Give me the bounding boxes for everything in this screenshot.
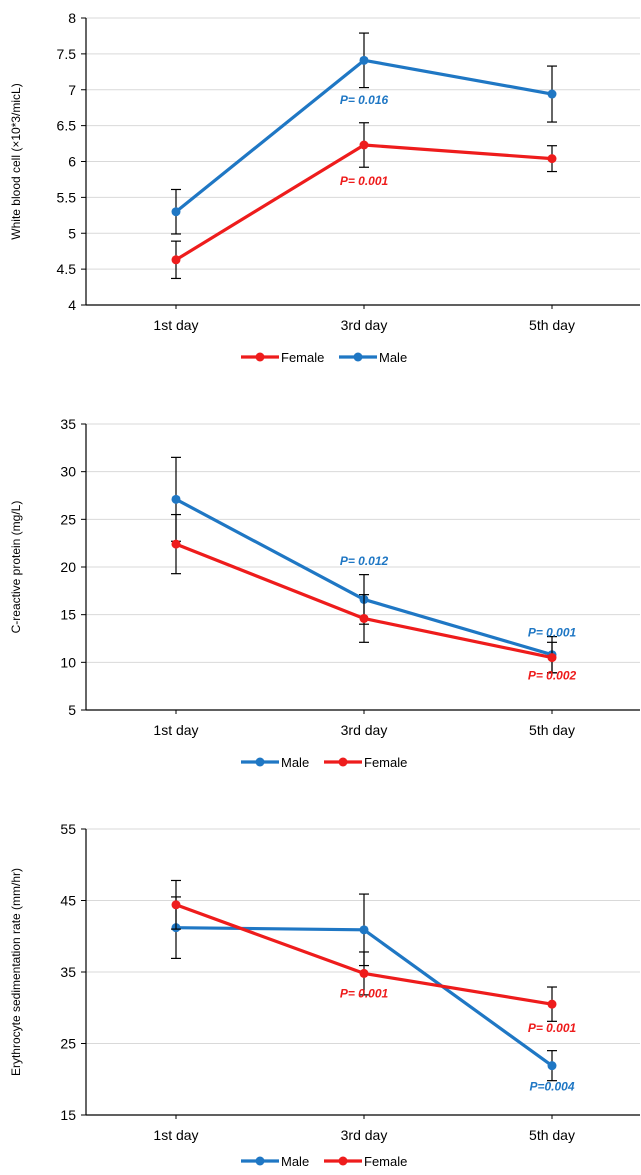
y-tick-label: 6.5: [57, 118, 77, 134]
legend-label: Male: [379, 350, 407, 365]
data-point: [359, 968, 369, 978]
series-female: [171, 513, 557, 674]
p-value-annotation: P= 0.012: [340, 554, 389, 568]
y-tick-label: 7: [68, 82, 76, 98]
data-point: [171, 900, 181, 910]
legend: Male Female: [241, 1154, 407, 1169]
y-axis-label: C-reactive protein (mg/L): [9, 501, 23, 634]
legend-label: Male: [281, 1154, 309, 1169]
series-female: [171, 879, 557, 1022]
x-tick-label: 3rd day: [341, 722, 388, 738]
x-tick-label: 1st day: [153, 1127, 198, 1143]
series-male: [171, 32, 557, 235]
y-tick-label: 8: [68, 10, 76, 26]
x-tick-label: 1st day: [153, 317, 198, 333]
chart-panel-2: 5 10 15 20 25 30 35 1st day 3rd day 5th day C-reac…: [9, 416, 640, 770]
y-axis-label: White blood cell (×10*3/micL): [9, 83, 23, 239]
chart-panel-1: 4 4.5 5 5.5 6 6.5 7 7.5 8 1st day 3rd day 5th day Wh…: [9, 10, 640, 365]
x-tick-label: 3rd day: [341, 1127, 388, 1143]
p-value-annotation: P= 0.001: [340, 987, 389, 1001]
legend: Male Female: [241, 755, 407, 770]
data-point: [171, 207, 181, 217]
legend-label: Female: [281, 350, 324, 365]
y-tick-label: 15: [60, 607, 76, 623]
data-point: [359, 55, 369, 65]
x-tick-label: 1st day: [153, 722, 198, 738]
p-value-annotation: P= 0.002: [528, 668, 577, 682]
x-tick-label: 5th day: [529, 1127, 575, 1143]
data-point: [547, 653, 557, 663]
legend-label: Female: [364, 1154, 407, 1169]
p-value-annotation: P= 0.001: [528, 626, 577, 640]
data-point: [359, 613, 369, 623]
legend: Female Male: [241, 350, 407, 365]
data-point: [547, 999, 557, 1009]
y-tick-label: 5: [68, 225, 76, 241]
y-tick-label: 6: [68, 154, 76, 170]
x-tick-label: 5th day: [529, 722, 575, 738]
y-tick-label: 30: [60, 464, 76, 480]
p-value-annotation: P=0.004: [529, 1080, 574, 1094]
series-female: [171, 122, 557, 280]
y-tick-label: 35: [60, 416, 76, 432]
y-tick-label: 55: [60, 821, 76, 837]
x-tick-label: 5th day: [529, 317, 575, 333]
data-point: [359, 140, 369, 150]
p-value-annotation: P= 0.016: [340, 93, 389, 107]
legend-marker: [338, 1156, 348, 1166]
legend-label: Female: [364, 755, 407, 770]
legend-label: Male: [281, 755, 309, 770]
data-point: [171, 494, 181, 504]
y-tick-label: 45: [60, 893, 76, 909]
y-tick-label: 15: [60, 1107, 76, 1123]
data-point: [547, 154, 557, 164]
y-axis-label: Erythrocyte sedimentation rate (mm/hr): [9, 868, 23, 1076]
y-tick-label: 25: [60, 1036, 76, 1052]
y-tick-label: 10: [60, 654, 76, 670]
data-point: [171, 539, 181, 549]
legend-marker: [353, 352, 363, 362]
data-point: [547, 1061, 557, 1071]
y-tick-label: 4: [68, 297, 76, 313]
data-point: [547, 89, 557, 99]
y-tick-label: 5.5: [57, 189, 77, 205]
y-tick-label: 25: [60, 511, 76, 527]
x-tick-label: 3rd day: [341, 317, 388, 333]
legend-marker: [338, 757, 348, 767]
data-point: [171, 255, 181, 265]
legend-marker: [255, 1156, 265, 1166]
legend-marker: [255, 757, 265, 767]
y-tick-label: 5: [68, 702, 76, 718]
y-tick-label: 35: [60, 964, 76, 980]
chart-panel-3: 15 25 35 45 55 1st day 3rd day 5th day Erythrocy…: [9, 821, 640, 1169]
y-tick-label: 7.5: [57, 46, 77, 62]
legend-marker: [255, 352, 265, 362]
p-value-annotation: P= 0.001: [528, 1021, 577, 1035]
y-tick-label: 20: [60, 559, 76, 575]
p-value-annotation: P= 0.001: [340, 174, 389, 188]
y-tick-label: 4.5: [57, 261, 77, 277]
data-point: [359, 925, 369, 935]
